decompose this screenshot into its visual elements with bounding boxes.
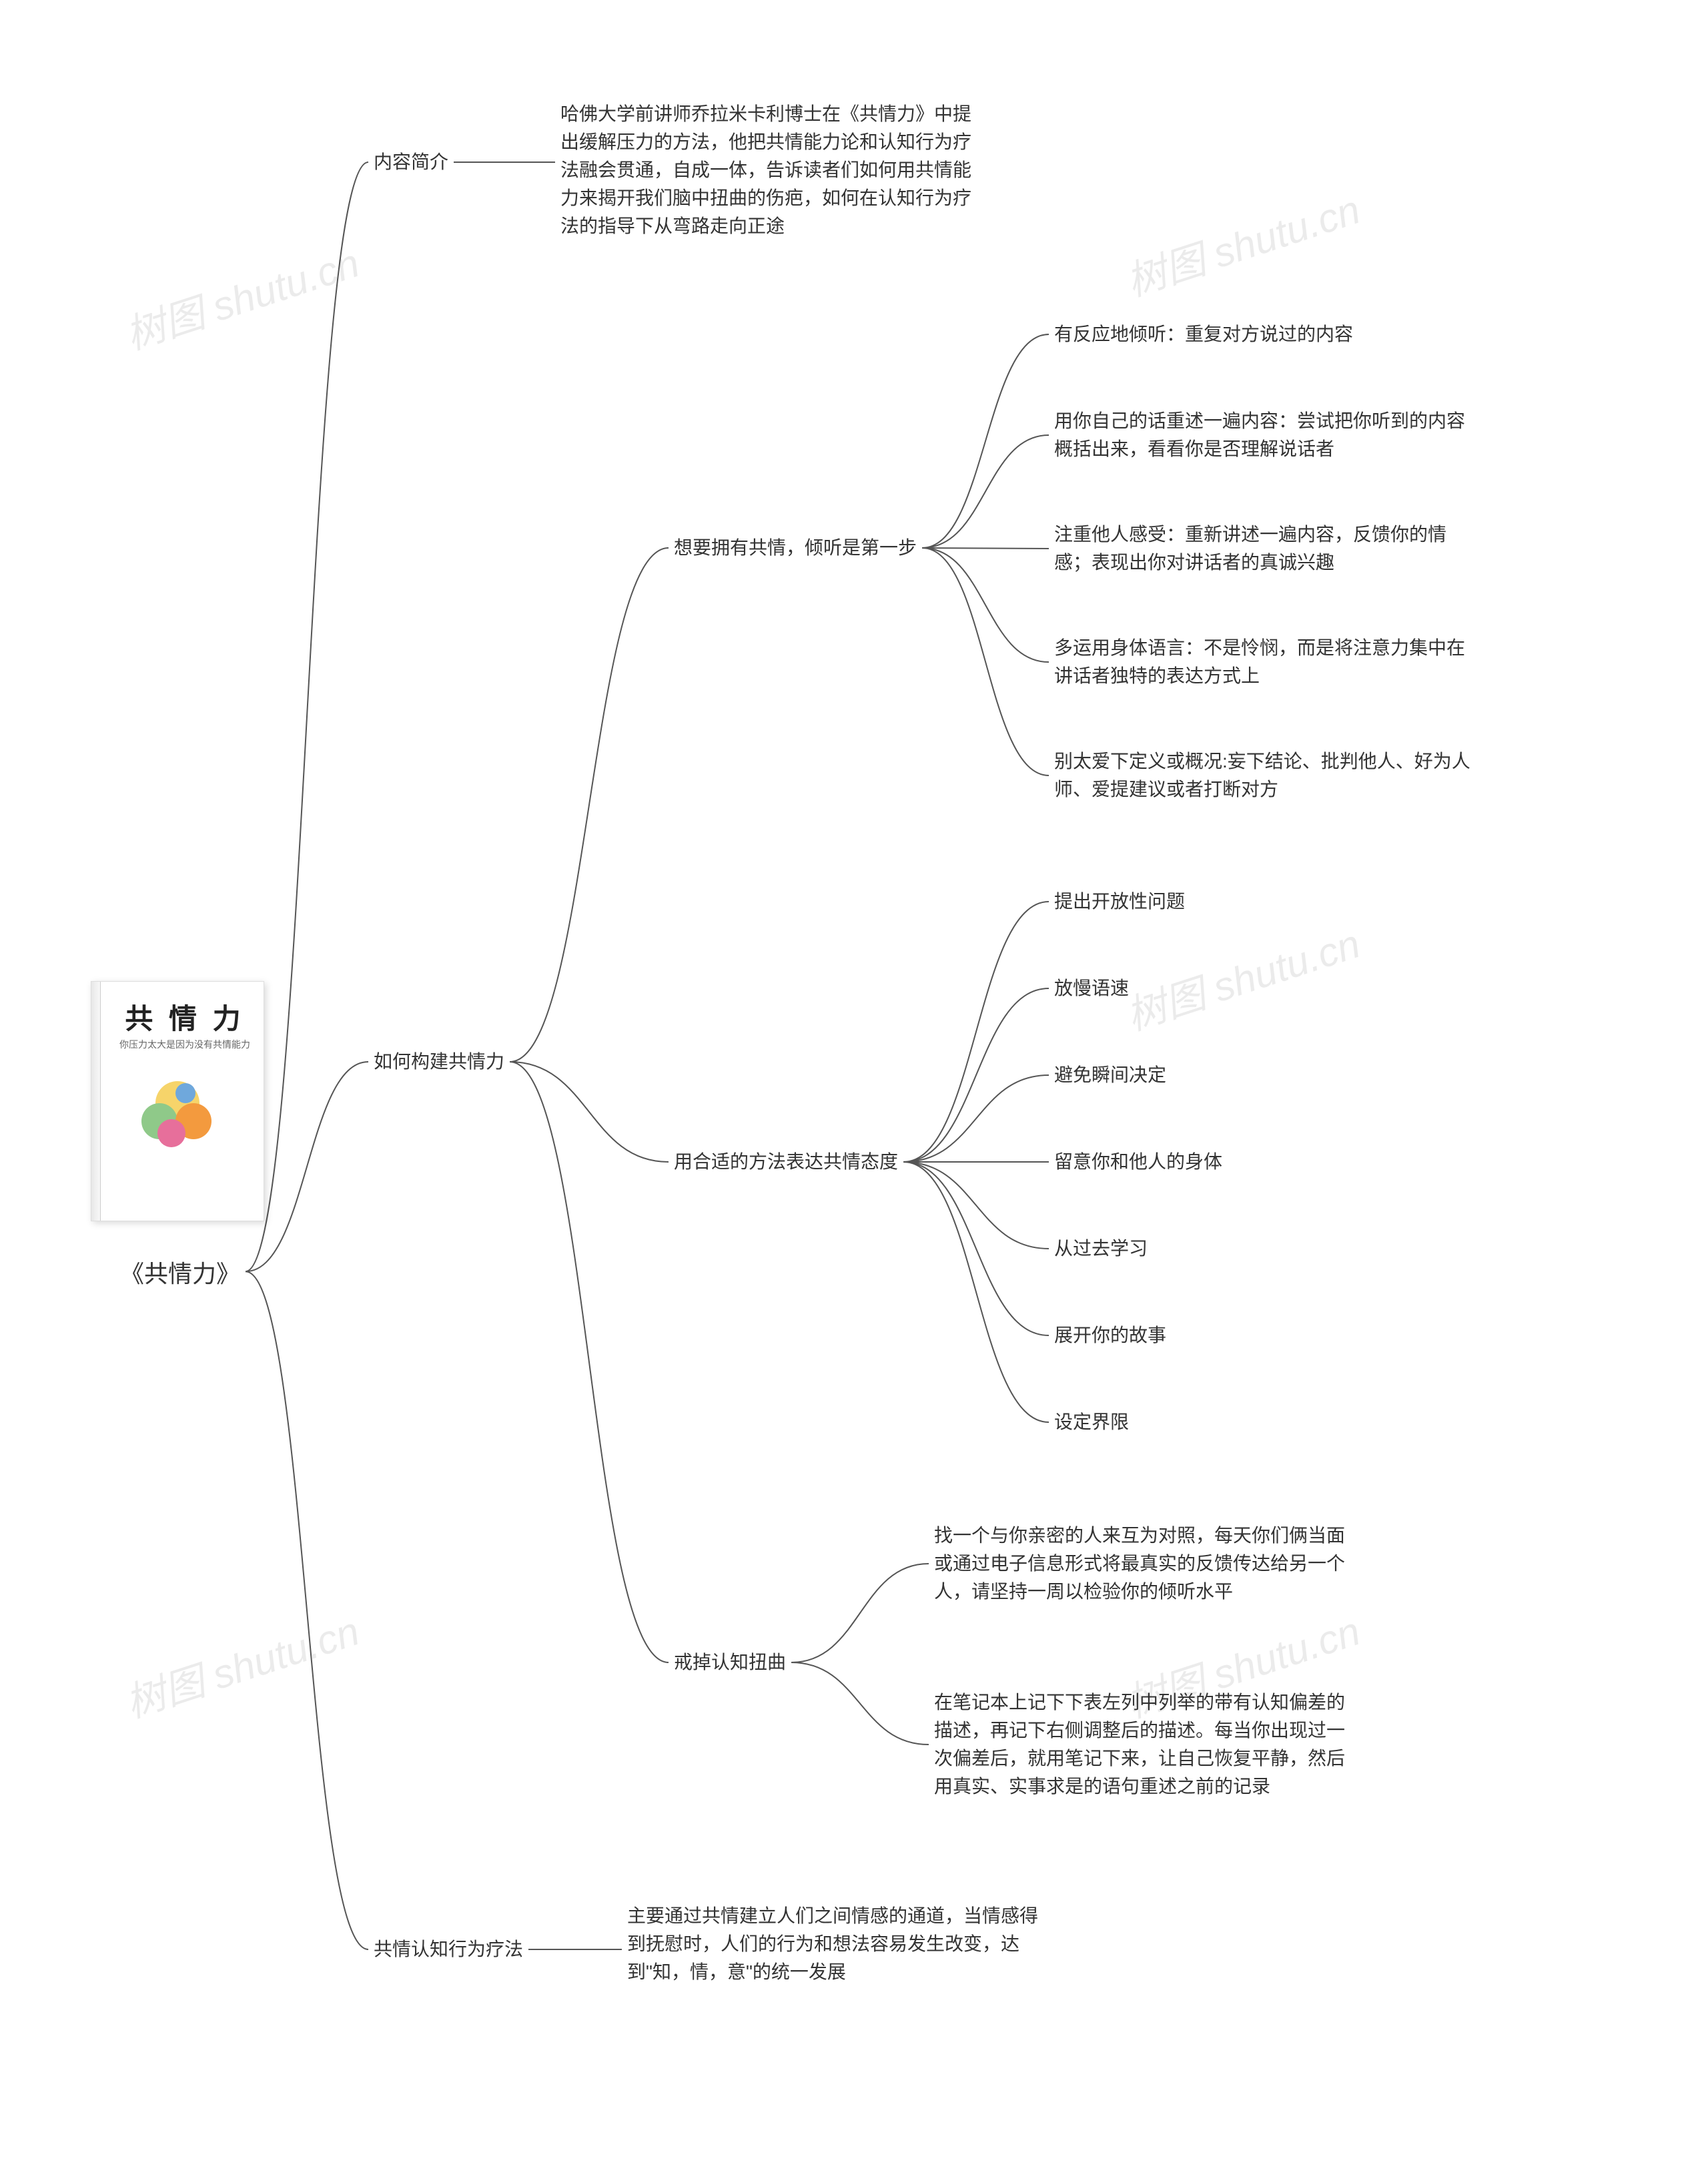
leaf-express-2: 放慢语速 xyxy=(1054,974,1321,1002)
leaf-cbt-text: 主要通过共情建立人们之间情感的通道，当情感得到抚慰时，人们的行为和想法容易发生改… xyxy=(627,1902,1041,1986)
subbranch-express: 用合适的方法表达共情态度 xyxy=(674,1148,898,1176)
leaf-express-4: 留意你和他人的身体 xyxy=(1054,1148,1321,1176)
book-cover-art xyxy=(127,1063,228,1163)
leaf-express-5: 从过去学习 xyxy=(1054,1235,1321,1263)
leaf-express-7: 设定界限 xyxy=(1054,1408,1321,1436)
subbranch-listening: 想要拥有共情，倾听是第一步 xyxy=(674,534,917,562)
root-node: 《共情力》 xyxy=(120,1255,240,1289)
branch-intro: 内容简介 xyxy=(374,148,448,176)
watermark: 树图 shutu.cn xyxy=(117,231,366,361)
book-cover-title: 共 情 力 xyxy=(113,996,257,1037)
leaf-distort-1: 找一个与你亲密的人来互为对照，每天你们俩当面或通过电子信息形式将最真实的反馈传达… xyxy=(934,1522,1361,1606)
watermark: 树图 shutu.cn xyxy=(1118,178,1366,308)
leaf-listen-3: 注重他人感受：重新讲述一遍内容，反馈你的情感；表现出你对讲话者的真诚兴趣 xyxy=(1054,521,1481,577)
leaf-express-6: 展开你的故事 xyxy=(1054,1321,1321,1349)
leaf-express-1: 提出开放性问题 xyxy=(1054,888,1321,916)
leaf-listen-1: 有反应地倾听：重复对方说过的内容 xyxy=(1054,320,1481,348)
leaf-intro-text: 哈佛大学前讲师乔拉米卡利博士在《共情力》中提出缓解压力的方法，他把共情能力论和认… xyxy=(560,100,974,240)
branch-cbt: 共情认知行为疗法 xyxy=(374,1935,523,1963)
leaf-listen-5: 别太爱下定义或概况:妄下结论、批判他人、好为人师、爱提建议或者打断对方 xyxy=(1054,747,1481,804)
leaf-distort-2: 在笔记本上记下下表左列中列举的带有认知偏差的描述，再记下右侧调整后的描述。每当你… xyxy=(934,1688,1361,1801)
leaf-listen-4: 多运用身体语言：不是怜悯，而是将注意力集中在讲话者独特的表达方式上 xyxy=(1054,634,1481,690)
book-cover: 共 情 力 你压力太大是因为没有共情能力 xyxy=(91,981,264,1221)
subbranch-cognitive-distortion: 戒掉认知扭曲 xyxy=(674,1648,786,1676)
watermark: 树图 shutu.cn xyxy=(117,1599,366,1729)
leaf-express-3: 避免瞬间决定 xyxy=(1054,1061,1321,1089)
book-cover-subtitle: 你压力太大是因为没有共情能力 xyxy=(113,1038,257,1051)
leaf-listen-2: 用你自己的话重述一遍内容：尝试把你听到的内容概括出来，看看你是否理解说话者 xyxy=(1054,407,1481,463)
branch-build-empathy: 如何构建共情力 xyxy=(374,1048,504,1076)
